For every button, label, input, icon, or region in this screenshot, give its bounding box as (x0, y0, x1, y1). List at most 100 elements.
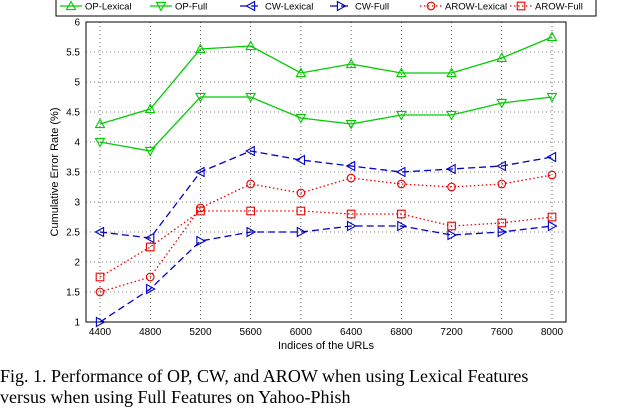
legend-item: AROW-Full (510, 2, 583, 13)
x-tick-label: 7600 (491, 327, 514, 338)
legend-marker (426, 1, 436, 11)
x-tick-label: 5200 (189, 327, 212, 338)
data-point (496, 160, 506, 172)
series-op-full (94, 92, 558, 157)
legend-marker (245, 0, 256, 12)
data-point (497, 218, 507, 228)
series-cw-lexical (94, 145, 557, 244)
legend-label: AROW-Lexical (445, 2, 507, 13)
data-point (296, 188, 306, 198)
x-axis-label: Indices of the URLs (278, 340, 374, 352)
figure-caption: Fig. 1. Performance of OP, CW, and AROW … (0, 366, 640, 408)
data-point (546, 92, 558, 103)
y-tick-label: 6 (74, 18, 80, 29)
data-point (144, 103, 156, 114)
data-point (346, 209, 356, 219)
data-point (245, 40, 257, 51)
caption-line-1: Fig. 1. Performance of OP, CW, and AROW … (0, 366, 529, 386)
series-line (99, 150, 553, 239)
data-point (447, 229, 458, 241)
y-tick-labels: 1 1.5 2 2.5 3 3.5 4 4.5 5 5.5 6 (66, 18, 80, 329)
data-point (246, 179, 256, 189)
series-arow-lexical (95, 170, 557, 297)
data-point (446, 67, 457, 78)
data-point (196, 206, 205, 216)
data-point (395, 67, 407, 78)
x-tick-label: 7200 (440, 327, 463, 338)
data-point (546, 151, 557, 163)
data-point (145, 272, 155, 282)
data-point (246, 206, 256, 216)
data-point (94, 226, 105, 238)
legend-item: OP-Full (150, 2, 207, 13)
y-tick-label: 1.5 (66, 288, 80, 299)
series-line (99, 96, 553, 152)
series-line (99, 225, 553, 323)
data-point (345, 58, 357, 69)
data-point (447, 182, 456, 192)
legend-marker (155, 1, 167, 12)
data-point (94, 137, 106, 148)
data-point (94, 118, 106, 129)
legend-box (55, 0, 597, 17)
legend: OP-Lexical OP-Full CW-Lexical CW-Full AROW-L… (55, 0, 597, 17)
legend-item: AROW-Lexical (420, 2, 507, 13)
data-point (95, 316, 106, 328)
plot-grid (86, 21, 566, 323)
series-arow-full (95, 206, 557, 282)
x-tick-label: 8000 (541, 327, 564, 338)
x-tick-label: 6400 (340, 327, 363, 338)
series-line (99, 210, 553, 278)
line-chart: 1 1.5 2 2.5 3 3.5 4 4.5 5 5.5 6 4400 4800 5200 5600 60… (49, 0, 597, 352)
series-op-lexical (94, 31, 558, 129)
data-point (146, 283, 156, 295)
y-tick-label: 3 (74, 198, 80, 209)
data-point (296, 206, 306, 216)
x-tick-label: 4800 (139, 327, 162, 338)
x-tick-label: 5600 (240, 327, 263, 338)
data-point (245, 92, 257, 103)
legend-marker (516, 1, 526, 11)
y-tick-label: 4 (74, 138, 80, 149)
x-tick-labels: 4400 4800 5200 5600 6000 6400 6800 7200 7600 8000 (89, 327, 564, 338)
data-point (497, 226, 508, 238)
data-point (396, 209, 406, 219)
data-point (346, 173, 356, 183)
series-cw-full (95, 220, 558, 328)
legend-item: CW-Full (330, 0, 389, 13)
legend-marker (65, 0, 77, 11)
data-point (346, 220, 357, 232)
data-point (295, 67, 307, 78)
legend-label: AROW-Full (535, 2, 583, 13)
data-point (547, 212, 557, 222)
data-point (397, 220, 407, 232)
data-point (446, 110, 457, 121)
data-point (496, 52, 508, 63)
caption-line-2: versus when using Full Features on Yahoo… (0, 387, 351, 407)
data-point (144, 232, 155, 244)
data-point (395, 110, 407, 121)
y-tick-label: 5 (74, 78, 80, 89)
x-tick-label: 6000 (290, 327, 313, 338)
plot-frame (85, 21, 567, 323)
y-tick-label: 4.5 (66, 108, 80, 119)
data-point (447, 221, 456, 231)
y-axis-label: Cumulative Error Rate (%) (49, 108, 61, 237)
data-point (295, 154, 306, 166)
data-point (95, 287, 105, 297)
data-point (345, 119, 357, 130)
legend-label: CW-Lexical (265, 2, 313, 13)
legend-label: OP-Full (175, 2, 207, 13)
y-tick-label: 2 (74, 258, 80, 269)
data-point (246, 226, 257, 238)
data-point (245, 145, 255, 157)
data-point (547, 220, 558, 232)
data-point (196, 235, 207, 247)
data-point (194, 166, 205, 178)
series-line (99, 174, 553, 293)
data-point (145, 242, 155, 252)
data-point (295, 113, 307, 124)
series-layer (94, 31, 558, 328)
data-point (296, 226, 307, 238)
y-tick-label: 5.5 (66, 48, 80, 59)
